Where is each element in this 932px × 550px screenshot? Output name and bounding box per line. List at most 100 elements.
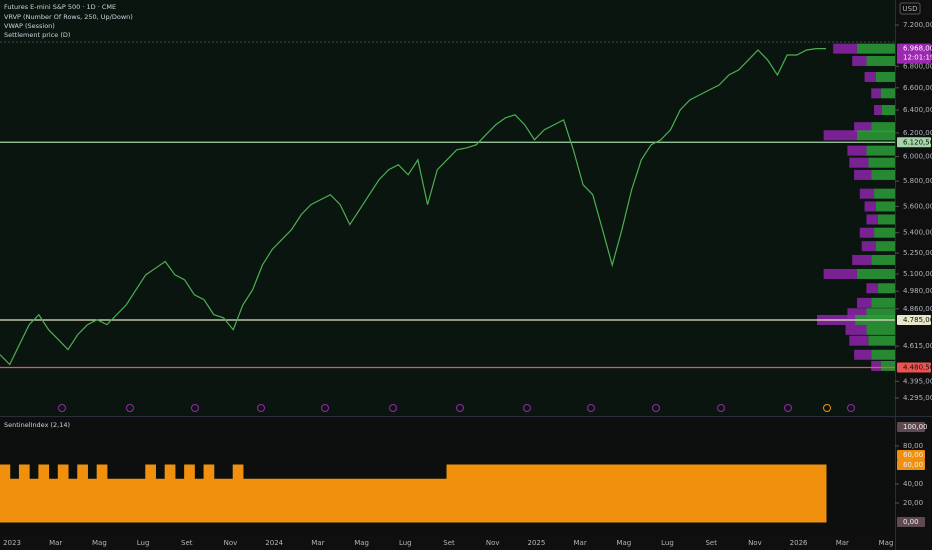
x-tick-label: 2024: [265, 539, 283, 547]
x-tick-label: Mar: [836, 539, 849, 547]
x-tick-label: Lug: [137, 539, 150, 547]
currency[interactable]: USD: [903, 5, 918, 13]
marker-box: [897, 422, 925, 432]
price-line-series: [0, 48, 826, 366]
x-tick-label: Nov: [748, 539, 762, 547]
price-label-box: [897, 362, 931, 373]
profile-up: [880, 360, 895, 371]
profile-down: [866, 283, 878, 294]
profile-up: [868, 335, 895, 346]
profile-up: [881, 105, 895, 116]
currency-box[interactable]: [899, 2, 921, 15]
y-tick-label: 4.395,00: [903, 377, 932, 385]
profile-up: [874, 227, 895, 238]
profile-down: [864, 201, 876, 212]
marker-box: [897, 460, 925, 470]
profile-down: [871, 360, 881, 371]
marker-box: [897, 450, 925, 460]
y-tick-label: 5.100,00: [903, 270, 932, 278]
x-tick-label: Mar: [573, 539, 586, 547]
indicator-label: VWAP (Session): [4, 22, 55, 30]
event-icons: [58, 404, 855, 412]
profile-down: [847, 145, 867, 156]
profile-up: [866, 145, 895, 156]
indicator-label: VRVP (Number Of Rows, 250, Up/Down): [4, 13, 133, 21]
profile-down: [871, 88, 881, 99]
profile-up: [877, 214, 895, 225]
profile-down: [852, 55, 867, 66]
symbol-title: Futures E-mini S&P 500 · 1D · CME: [4, 3, 116, 11]
x-tick-label: Mag: [354, 539, 369, 547]
price-label: 6.120,50: [903, 138, 932, 146]
price-label-box: [897, 137, 931, 148]
marker-label: 60,00: [903, 461, 923, 469]
price-pane: [0, 0, 895, 415]
profile-up: [875, 201, 895, 212]
profile-down: [849, 335, 869, 346]
profile-up: [871, 297, 895, 308]
profile-down: [852, 254, 872, 265]
profile-up: [877, 283, 895, 294]
y-tick-label: 4.295,00: [903, 394, 932, 402]
profile-down: [874, 105, 882, 116]
x-tick-label: Mag: [92, 539, 107, 547]
profile-up: [856, 268, 895, 279]
profile-up: [866, 308, 895, 319]
x-tick-label: 2023: [3, 539, 21, 547]
profile-down: [859, 188, 875, 199]
indicator-title: SentinelIndex (2,14): [4, 421, 70, 429]
x-tick-label: Set: [705, 539, 717, 547]
profile-down: [833, 43, 857, 54]
profile-up: [866, 55, 895, 66]
profile-up: [875, 71, 895, 82]
y-tick-label: 4.615,00: [903, 342, 932, 350]
x-tick-label: Set: [443, 539, 455, 547]
profile-down: [847, 308, 867, 319]
marker-box: [897, 517, 925, 527]
y-tick-label: 6.400,00: [903, 106, 932, 114]
marker-label: 0,00: [903, 518, 919, 526]
profile-up: [880, 88, 895, 99]
x-tick-label: Set: [181, 539, 193, 547]
profile-up: [871, 254, 895, 265]
profile-up: [871, 349, 895, 360]
indicator-label: Settlement price (D): [4, 31, 70, 39]
price-label: 4.480,50: [903, 363, 932, 371]
profile-down: [866, 214, 878, 225]
y-tick-label: 6.000,00: [903, 153, 932, 161]
marker-label: 60,00: [903, 451, 923, 459]
profile-up: [875, 241, 895, 252]
profile-down: [823, 268, 857, 279]
profile-down: [859, 227, 875, 238]
profile-up: [856, 43, 895, 54]
profile-down: [861, 241, 876, 252]
profile-down: [864, 71, 876, 82]
x-tick-label: 2025: [527, 539, 545, 547]
profile-down: [856, 297, 872, 308]
price-label-box: [897, 315, 931, 326]
profile-up: [856, 130, 895, 141]
y-tick-label: 5.600,00: [903, 202, 932, 210]
profile-down: [854, 349, 872, 360]
profile-up: [874, 188, 895, 199]
countdown: 12:01:19: [903, 54, 932, 62]
marker-label: 100,00: [903, 423, 928, 431]
last-price-box: [897, 43, 931, 64]
y-tick-label: 80,00: [903, 442, 923, 450]
x-tick-label: Mag: [616, 539, 631, 547]
y-tick-label: 6.600,00: [903, 84, 932, 92]
price-label: 4.785,00: [903, 316, 932, 324]
y-tick-label: 4.860,00: [903, 305, 932, 313]
x-tick-label: Mag: [879, 539, 894, 547]
y-tick-label: 5.250,00: [903, 249, 932, 257]
profile-up: [871, 122, 895, 133]
profile-down: [823, 130, 857, 141]
x-tick-label: Lug: [399, 539, 412, 547]
profile-down: [845, 324, 867, 335]
x-tick-label: Mar: [311, 539, 324, 547]
y-tick-label: 6.200,00: [903, 129, 932, 137]
profile-up: [868, 157, 895, 168]
x-tick-label: Lug: [661, 539, 674, 547]
